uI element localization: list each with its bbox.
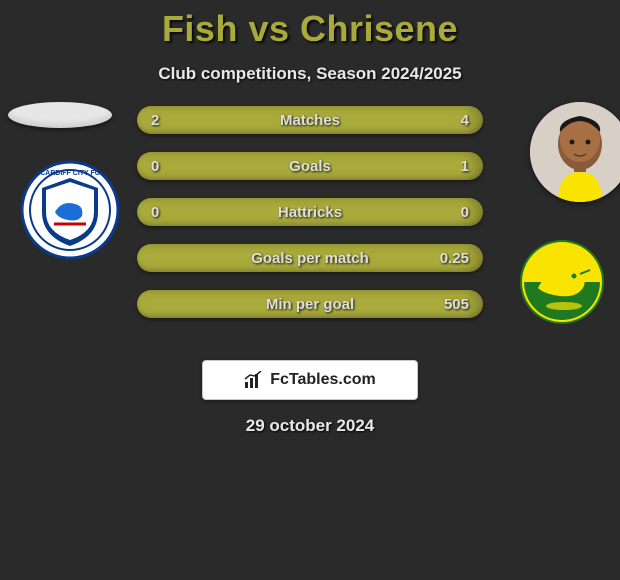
club-right-badge [520, 240, 604, 324]
stat-right-value: 1 [461, 152, 469, 180]
stat-right-value: 505 [444, 290, 469, 318]
stat-row: 0 Goals 1 [137, 152, 483, 180]
subtitle: Club competitions, Season 2024/2025 [0, 64, 620, 84]
stat-row: Goals per match 0.25 [137, 244, 483, 272]
content-area: CARDIFF CITY FC [0, 112, 620, 352]
stat-left-value: 0 [151, 152, 159, 180]
stat-row: 0 Hattricks 0 [137, 198, 483, 226]
source-badge: FcTables.com [202, 360, 418, 400]
date-text: 29 october 2024 [0, 416, 620, 436]
stat-left-value: 2 [151, 106, 159, 134]
club-left-badge: CARDIFF CITY FC [20, 160, 120, 260]
stat-row: 2 Matches 4 [137, 106, 483, 134]
stat-right-value: 0 [461, 198, 469, 226]
stat-right-value: 0.25 [440, 244, 469, 272]
bar-chart-icon [244, 371, 264, 389]
stat-label: Goals per match [251, 250, 369, 267]
stat-label: Min per goal [266, 296, 354, 313]
stat-label: Hattricks [278, 204, 342, 221]
source-badge-text: FcTables.com [270, 371, 376, 389]
page-title: Fish vs Chrisene [0, 0, 620, 50]
svg-text:CARDIFF CITY FC: CARDIFF CITY FC [40, 170, 100, 177]
stat-right-value: 4 [461, 106, 469, 134]
stat-left-value: 0 [151, 198, 159, 226]
player-left-avatar [8, 102, 112, 128]
stat-row: Min per goal 505 [137, 290, 483, 318]
stat-bars: 2 Matches 4 0 Goals 1 0 Hattricks 0 Goal… [137, 106, 483, 336]
stat-label: Matches [280, 112, 340, 129]
comparison-card: Fish vs Chrisene Club competitions, Seas… [0, 0, 620, 580]
stat-label: Goals [289, 158, 331, 175]
player-right-avatar [530, 102, 620, 202]
